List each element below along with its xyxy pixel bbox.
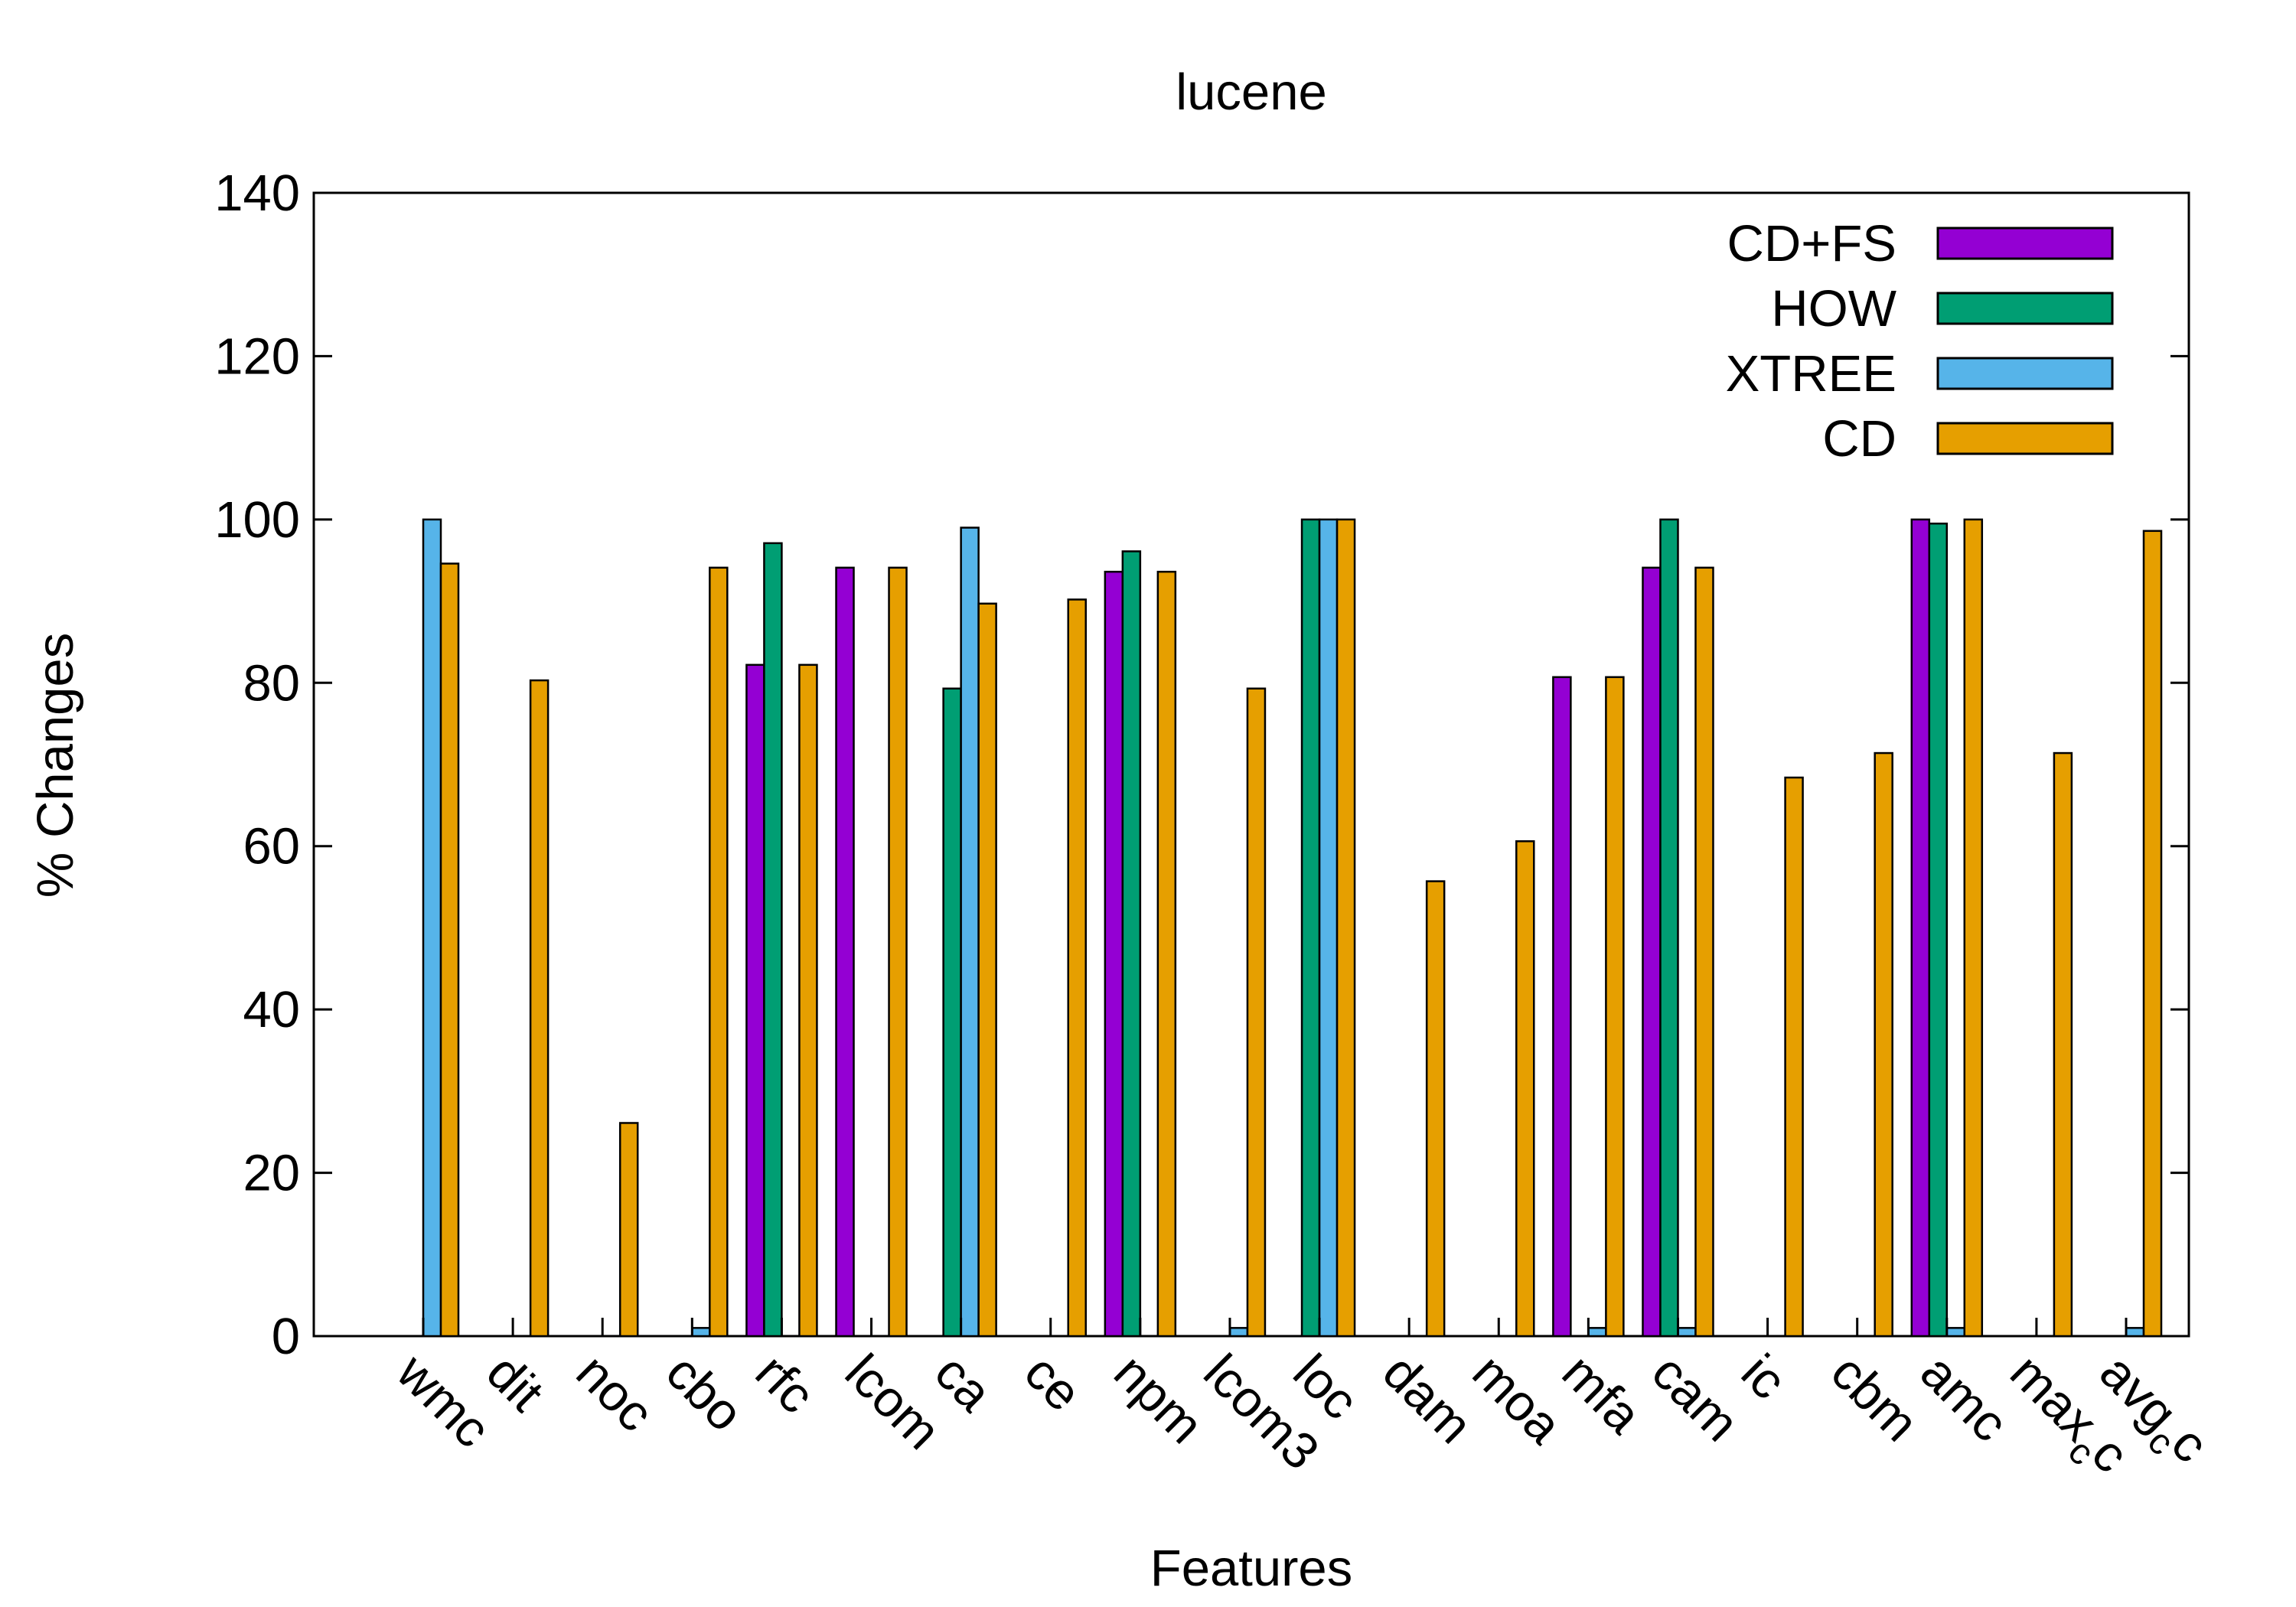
x-tick-label-mfa: mfa [1551, 1344, 1653, 1446]
bar-xtree-mfa [1587, 1327, 1607, 1338]
legend-label: XTREE [1726, 345, 1896, 403]
x-tick-label-dam: dam [1372, 1344, 1483, 1455]
bar-cd-fs-npm [1104, 570, 1124, 1338]
y-tick-label: 140 [214, 165, 300, 222]
bar-cd-moa [1515, 840, 1535, 1338]
bar-cd-ce [1067, 598, 1087, 1338]
bar-xtree-cam [1677, 1327, 1697, 1338]
bar-how-rfc [763, 542, 783, 1338]
bar-cd-dam [1425, 880, 1446, 1338]
legend-label: HOW [1771, 280, 1897, 337]
x-tick-label-ce: ce [1013, 1344, 1092, 1423]
bar-cd-noc [618, 1122, 639, 1338]
y-tick-label: 60 [243, 818, 300, 875]
bar-xtree-amc [1945, 1327, 1966, 1338]
bar-cd-dit [529, 679, 550, 1338]
bar-xtree-loc [1318, 518, 1339, 1338]
bar-cd-fs-lcom [835, 566, 855, 1338]
legend-swatch-cd [1936, 422, 2114, 455]
x-tick-label-cam: cam [1641, 1344, 1750, 1453]
bar-cd-cam [1694, 566, 1714, 1338]
bar-cd-cbo [709, 566, 729, 1338]
bar-cd-fs-amc [1910, 518, 1931, 1338]
y-axis: 0 20 40 60 80 100 120 140 [214, 165, 2189, 1365]
x-tick-label-ic: ic [1730, 1344, 1797, 1410]
bar-how-loc [1300, 518, 1321, 1338]
bar-cd-fs-mfa [1552, 676, 1572, 1338]
bar-cd-loc [1336, 518, 1356, 1338]
y-tick-label: 20 [243, 1145, 300, 1202]
bar-cd-mfa [1605, 676, 1625, 1338]
bar-cd-fs-cam [1642, 566, 1662, 1338]
bars [422, 518, 2163, 1338]
bar-how-npm [1121, 550, 1142, 1338]
x-tick-label-rfc: rfc [745, 1344, 826, 1425]
bar-cd-max_cc [2053, 751, 2073, 1338]
bar-cd-lcom [888, 566, 908, 1338]
y-tick-label: 120 [214, 328, 300, 385]
x-tick-label-npm: npm [1103, 1344, 1214, 1455]
x-tick-label-noc: noc [566, 1344, 664, 1442]
x-tick-label-lcom: lcom [834, 1344, 951, 1461]
bar-cd-amc [1963, 518, 1984, 1338]
bar-cd-fs-rfc [745, 663, 765, 1338]
bar-cd-avg_cc [2142, 530, 2163, 1338]
legend-label: CD+FS [1727, 215, 1896, 272]
x-axis-label: Features [1150, 1540, 1352, 1597]
legend-swatch-xtree [1936, 357, 2114, 390]
x-tick-label-amc: amc [1910, 1344, 2019, 1453]
y-tick-label: 40 [243, 981, 300, 1038]
bar-cd-cbm [1874, 751, 1893, 1338]
bar-cd-npm [1156, 570, 1177, 1338]
legend-swatch-how [1936, 292, 2114, 325]
bar-xtree-avg_cc [2125, 1327, 2145, 1338]
bar-xtree-cbo [691, 1327, 711, 1338]
bar-how-ca [942, 687, 962, 1338]
bar-xtree-ca [960, 526, 980, 1338]
legend: CD+FS HOW XTREE CD [1726, 215, 2114, 468]
bar-cd-ca [977, 602, 997, 1338]
bar-how-amc [1928, 522, 1949, 1338]
bar-xtree-lcom3 [1228, 1327, 1249, 1338]
legend-swatch-cd-fs [1936, 227, 2114, 260]
x-tick-label-cbo: cbo [655, 1344, 754, 1442]
bar-cd-lcom3 [1246, 687, 1267, 1338]
bar-how-cam [1659, 518, 1679, 1338]
x-tick-label-wmc: wmc [386, 1343, 501, 1459]
legend-label: CD [1822, 410, 1896, 468]
chart-title: lucene [1176, 64, 1326, 121]
bar-xtree-wmc [422, 518, 442, 1338]
y-tick-label: 0 [272, 1308, 300, 1365]
x-tick-label-cbm: cbm [1820, 1344, 1929, 1453]
y-axis-label: % Changes [27, 633, 84, 898]
x-tick-label-moa: moa [1462, 1344, 1574, 1455]
y-tick-label: 80 [243, 654, 300, 712]
bar-cd-ic [1784, 776, 1804, 1338]
bar-cd-wmc [439, 562, 460, 1338]
bar-cd-rfc [798, 663, 818, 1338]
y-tick-label: 100 [214, 491, 300, 549]
